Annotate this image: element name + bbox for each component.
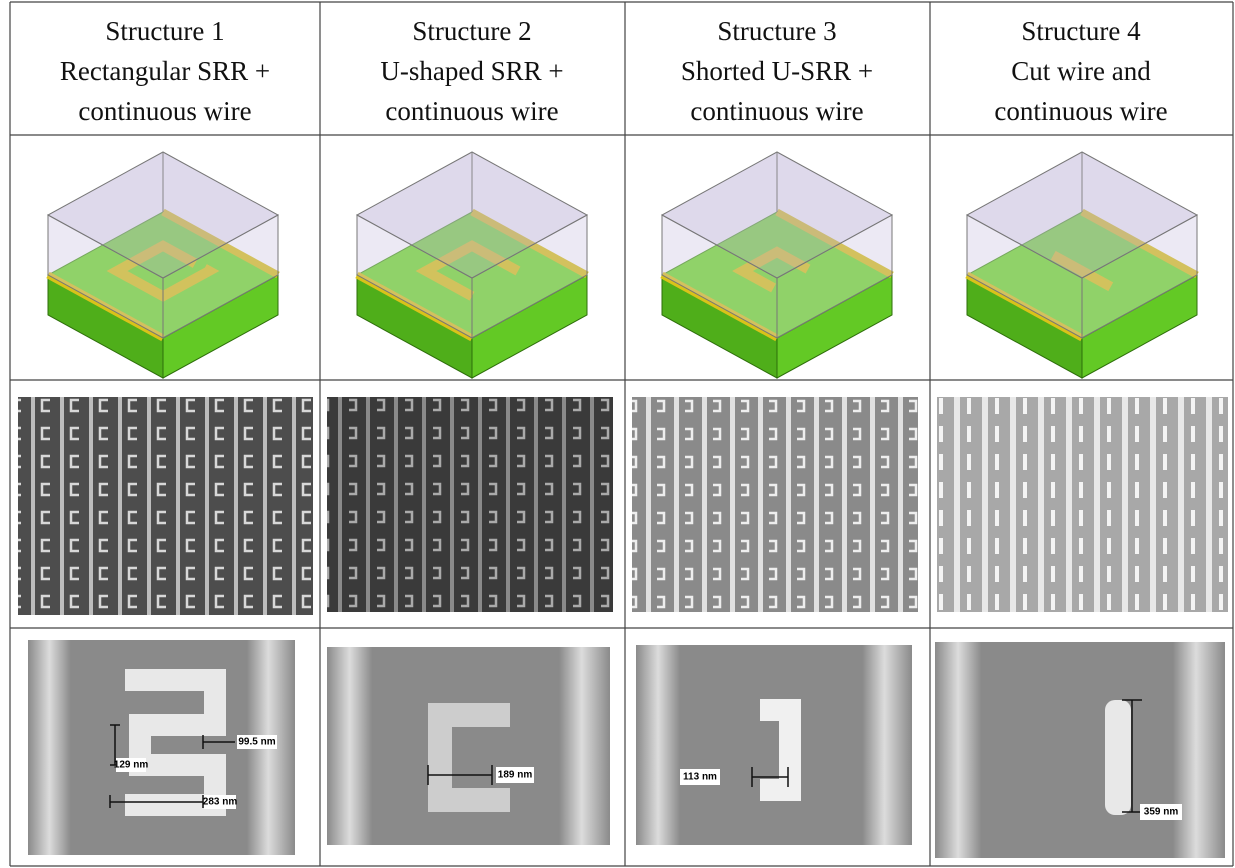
sem-array-image: [632, 397, 918, 612]
render-row: [46, 151, 1199, 379]
header-line: Rectangular SRR +: [60, 56, 270, 86]
sem-zoom-image: [327, 647, 610, 845]
sem-array-image: [937, 397, 1228, 612]
measure-label: 283 nm: [203, 797, 238, 808]
header-line: continuous wire: [385, 96, 558, 126]
sem-array-image: [18, 397, 313, 615]
sem-zoom-image: [935, 642, 1225, 858]
measure-label: 99.5 nm: [238, 737, 275, 748]
sem-array-image: [327, 397, 613, 612]
box-top: [355, 151, 589, 279]
header-line: Cut wire and: [1011, 56, 1151, 86]
cut-wire-shape: [1105, 700, 1131, 815]
header-row: Structure 1 Rectangular SRR + continuous…: [60, 16, 1168, 126]
measure-lines: [109, 699, 1142, 813]
sem-array-row: [18, 397, 1228, 615]
header-line: Structure 4: [1021, 16, 1141, 46]
measure-label: 359 nm: [1144, 807, 1179, 818]
header-line: continuous wire: [690, 96, 863, 126]
srr-shape: [428, 703, 510, 812]
measure-box: [1140, 804, 1182, 820]
box-top: [660, 151, 894, 279]
header-line: Structure 3: [717, 16, 836, 46]
measure-label: 129 nm: [114, 760, 149, 771]
measure-label: 113 nm: [683, 772, 717, 783]
srr-shape: [760, 699, 801, 801]
sem-zoom-row: 129 nm 99.5 nm 283 nm 189 nm 113 nm 359 …: [28, 640, 1225, 858]
header-line: Structure 1: [105, 16, 224, 46]
header-line: Shorted U-SRR +: [681, 56, 873, 86]
box-top: [965, 151, 1199, 279]
measure-label: 189 nm: [498, 770, 533, 781]
measure-box: [116, 758, 146, 772]
box-top: [46, 151, 280, 279]
measure-box: [680, 769, 720, 785]
sem-zoom-image: [636, 645, 912, 845]
header-line: Structure 2: [412, 16, 531, 46]
header-line: U-shaped SRR +: [380, 56, 563, 86]
measure-box: [204, 795, 236, 809]
header-line: continuous wire: [994, 96, 1167, 126]
measure-box: [496, 767, 534, 783]
header-line: continuous wire: [78, 96, 251, 126]
measure-box: [237, 735, 277, 749]
table-grid: [9, 1, 1234, 867]
